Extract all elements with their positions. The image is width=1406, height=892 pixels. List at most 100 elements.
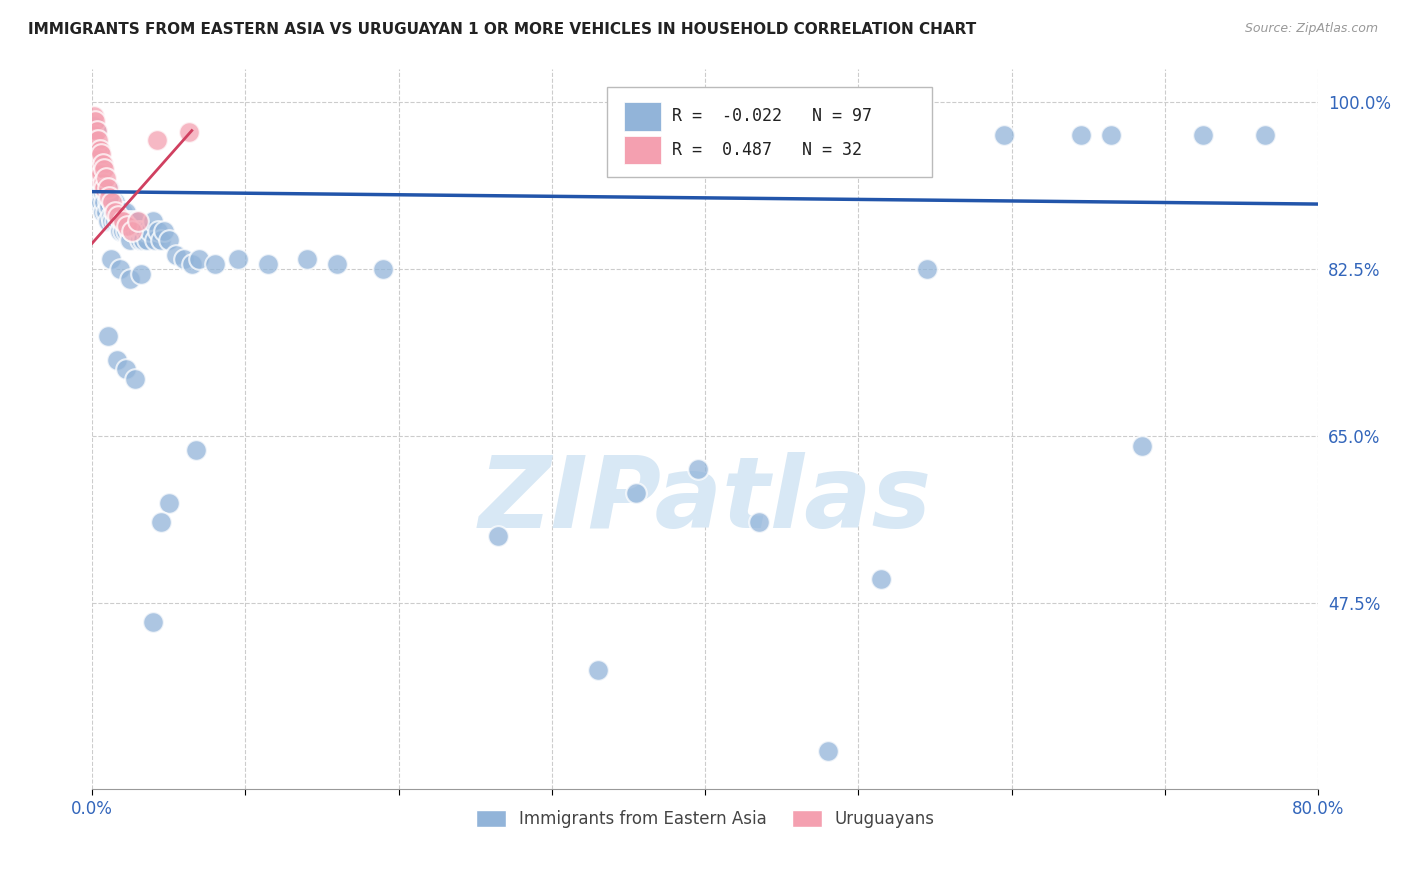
Point (150, 233, 173, 247)
Point (870, 572, 893, 586)
Point (586, 663, 609, 677)
Point (96, 328, 118, 343)
Point (87, 152, 110, 166)
Point (86, 143, 108, 157)
Point (295, 252, 318, 267)
FancyBboxPatch shape (607, 87, 932, 177)
Point (108, 204, 131, 219)
Point (127, 224, 149, 238)
Point (108, 224, 131, 238)
Point (1192, 128, 1215, 143)
Point (91, 157, 114, 171)
Point (98, 190, 121, 204)
Point (89, 186, 111, 200)
Point (83, 119, 105, 133)
Point (748, 515, 770, 529)
Point (118, 224, 141, 238)
Point (84, 167, 107, 181)
Point (93, 176, 115, 190)
Point (115, 224, 138, 238)
Point (111, 214, 134, 228)
Point (90, 167, 112, 181)
Point (103, 204, 125, 219)
Point (127, 214, 149, 228)
Point (104, 214, 127, 228)
Point (100, 252, 122, 267)
Point (94, 186, 117, 200)
Point (145, 133, 167, 147)
Point (90, 147, 112, 161)
Point (173, 252, 195, 267)
Point (188, 252, 211, 267)
Point (84, 133, 107, 147)
Point (107, 214, 129, 228)
Point (96, 181, 118, 195)
Point (122, 214, 145, 228)
Text: R =  0.487   N = 32: R = 0.487 N = 32 (672, 141, 862, 159)
Point (124, 372, 146, 386)
Point (135, 224, 157, 238)
Text: R =  -0.022   N = 97: R = -0.022 N = 97 (672, 107, 872, 125)
Point (83, 147, 105, 161)
Point (84, 114, 107, 128)
Point (180, 257, 202, 271)
Point (111, 224, 134, 238)
Point (86, 143, 108, 157)
Point (89, 143, 111, 157)
Point (86, 161, 108, 176)
Point (125, 214, 148, 228)
Point (153, 224, 176, 238)
Point (86, 181, 108, 195)
Point (105, 352, 128, 367)
Point (157, 496, 180, 510)
FancyBboxPatch shape (624, 136, 661, 164)
Point (146, 224, 169, 238)
Legend: Immigrants from Eastern Asia, Uruguayans: Immigrants from Eastern Asia, Uruguayans (468, 804, 942, 835)
Point (108, 262, 131, 277)
Point (84, 147, 107, 161)
Point (98, 200, 121, 214)
Point (104, 195, 127, 210)
Point (105, 204, 128, 219)
Point (115, 362, 138, 376)
Point (91, 204, 114, 219)
Point (93, 195, 115, 210)
Point (87, 157, 110, 171)
Point (84, 128, 107, 143)
Point (117, 219, 139, 233)
Point (204, 257, 226, 271)
Point (121, 224, 143, 238)
Point (94, 171, 117, 186)
Point (120, 233, 142, 247)
Point (89, 167, 111, 181)
Point (1253, 128, 1275, 143)
Point (111, 204, 134, 219)
Point (143, 233, 166, 247)
Point (157, 233, 180, 247)
Point (94, 204, 117, 219)
Point (124, 224, 146, 238)
Point (177, 126, 200, 140)
Point (86, 123, 108, 137)
Point (100, 210, 122, 224)
Point (1099, 128, 1122, 143)
Point (120, 271, 142, 285)
Point (87, 176, 110, 190)
Point (101, 214, 124, 228)
Point (91, 167, 114, 181)
Point (93, 181, 115, 195)
Point (101, 195, 124, 210)
Point (115, 204, 138, 219)
Point (142, 615, 165, 630)
Point (917, 262, 939, 277)
Point (142, 214, 165, 228)
Point (139, 224, 162, 238)
Point (83, 128, 105, 143)
Point (136, 233, 159, 247)
Point (87, 195, 110, 210)
Point (90, 195, 112, 210)
Point (817, 744, 839, 758)
Point (686, 462, 709, 476)
Point (87, 171, 110, 186)
Point (84, 152, 107, 166)
